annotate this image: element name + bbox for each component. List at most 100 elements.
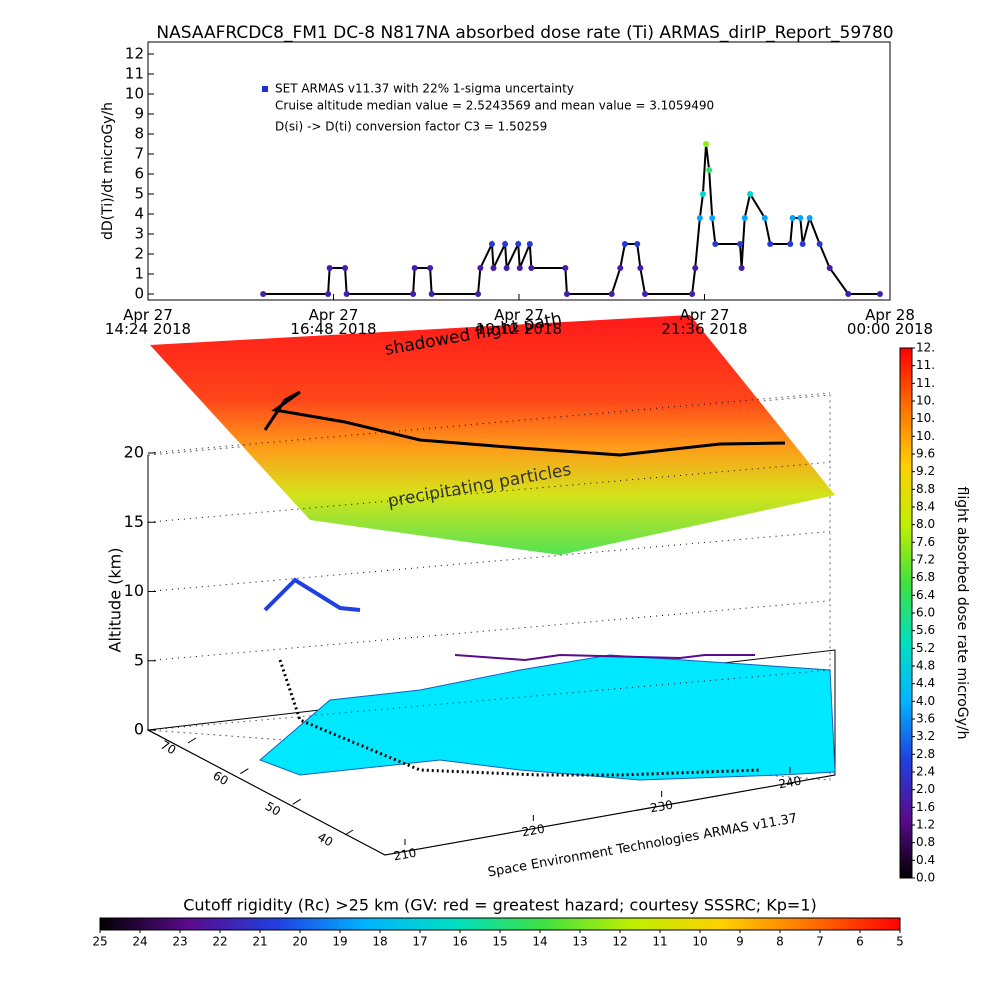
colorbar-tick-label: 0.8 [916, 835, 935, 849]
colorbar-tick-label: 4.8 [916, 659, 935, 673]
lat-tick-label: 40 [315, 830, 335, 850]
data-point [516, 265, 523, 271]
colorbar-tick-label: 8.0 [916, 517, 935, 531]
data-point [515, 241, 522, 247]
flight-track-ground [278, 659, 761, 777]
annotation: Cruise altitude median value = 2.5243569… [275, 99, 714, 113]
legend-marker [262, 86, 268, 92]
colorbar-tick-label: 7.6 [916, 535, 935, 549]
lat-tick [187, 737, 197, 744]
y-tick-label: 10 [125, 85, 144, 103]
data-point [562, 265, 569, 271]
data-point [637, 265, 644, 271]
data-point [696, 215, 703, 221]
colorbar-tick-label: 23 [172, 935, 187, 949]
colorbar-tick-label: 15 [492, 935, 507, 949]
colorbar-tick-label: 11. [916, 358, 935, 372]
y-tick-label: 1 [134, 265, 144, 283]
colorbar-tick-label: 24 [132, 935, 147, 949]
data-point [767, 241, 774, 247]
colorbar-tick-label: 0.4 [916, 853, 935, 867]
y-tick-label: 0 [134, 285, 144, 303]
colorbar-tick-label: 6.8 [916, 570, 935, 584]
colorbar-tick-label: 20 [292, 935, 307, 949]
colorbar-tick-label: 14 [532, 935, 547, 949]
colorbar-tick-label: 4.0 [916, 694, 935, 708]
lat-tick [240, 768, 249, 775]
data-point [689, 291, 696, 297]
z-axis-label: Altitude (km) [106, 548, 125, 653]
lat-tick-label: 50 [263, 799, 283, 819]
data-point [475, 291, 482, 297]
lat-tick [292, 798, 301, 805]
y-axis-label: dD(Ti)/dt microGy/h [100, 102, 116, 240]
colorbar-tick-label: 7.2 [916, 553, 935, 567]
colorbar [99, 917, 901, 931]
colorbar-tick-label: 25 [92, 935, 107, 949]
y-tick-label: 6 [134, 165, 144, 183]
data-point [526, 241, 533, 247]
data-point [477, 265, 484, 271]
data-point [427, 265, 434, 271]
data-point [737, 241, 744, 247]
colorbar-tick-label: 12. [916, 341, 935, 355]
grid-line [147, 392, 831, 454]
lat-tick-label: 60 [210, 768, 230, 788]
colorbar-tick-label: 12 [612, 935, 627, 949]
z-tick-label: 20 [124, 443, 144, 462]
data-point [621, 241, 628, 247]
colorbar-tick-label: 10 [692, 935, 707, 949]
data-point [528, 265, 535, 271]
series-line [263, 143, 880, 295]
colorbar-tick-label: 5.6 [916, 623, 935, 637]
data-point [563, 291, 570, 297]
grid-line [147, 461, 831, 523]
colorbar-tick-label: 3.2 [916, 729, 935, 743]
data-point [411, 265, 418, 271]
y-tick-label: 11 [125, 65, 144, 83]
y-tick-label: 2 [134, 245, 144, 263]
x-tick-label: Apr 27 19:12 2018 [475, 306, 563, 338]
colorbar-tick-label: 21 [252, 935, 267, 949]
data-point [876, 291, 883, 297]
colorbar-tick-label: 9.2 [916, 464, 935, 478]
x-tick-label: Apr 27 14:24 2018 [104, 306, 192, 338]
data-point [826, 265, 833, 271]
colorbar-tick-label: 2.8 [916, 747, 935, 761]
annotation: D(si) -> D(ti) conversion factor C3 = 1.… [275, 120, 547, 134]
flight-path-shadow [263, 390, 786, 457]
x-tick-label: Apr 28 00:00 2018 [846, 306, 934, 338]
data-point [343, 291, 350, 297]
y-tick-label: 8 [134, 125, 144, 143]
data-point [799, 241, 806, 247]
z-tick-label: 15 [124, 512, 144, 531]
y-tick-label: 9 [134, 105, 144, 123]
data-point [634, 241, 641, 247]
lon-tick-label: 230 [649, 798, 674, 816]
colorbar-tick-label: 16 [452, 935, 467, 949]
data-point [706, 167, 713, 173]
flight-track [454, 653, 755, 662]
colorbar-tick-label: 0.0 [916, 871, 935, 885]
data-point [410, 291, 417, 297]
grid-line [147, 531, 831, 592]
data-point [741, 215, 748, 221]
colorbar-tick-label: 10. [916, 429, 935, 443]
data-point [503, 265, 510, 271]
colorbar-tick-label: 5.2 [916, 641, 935, 655]
colorbar-tick-label: 13 [572, 935, 587, 949]
data-point [260, 291, 267, 297]
y-tick-label: 3 [134, 225, 144, 243]
z-tick-label: 5 [134, 650, 144, 669]
flight-track [263, 577, 361, 612]
colorbar-tick-label: 2.4 [916, 765, 935, 779]
z-tick-label: 0 [134, 720, 144, 739]
colorbar-tick-label: 8.8 [916, 482, 935, 496]
colorbar-tick-label: 1.6 [916, 800, 935, 814]
data-point [326, 265, 333, 271]
data-point [738, 265, 745, 271]
y-tick-label: 12 [125, 45, 144, 63]
y-tick-label: 4 [134, 205, 144, 223]
lon-axis [384, 774, 836, 856]
